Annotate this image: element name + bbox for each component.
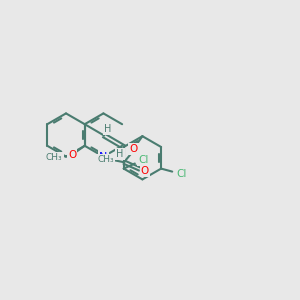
Text: Cl: Cl [139, 155, 149, 165]
Text: N: N [99, 152, 108, 162]
Text: H: H [104, 124, 112, 134]
Text: CH₃: CH₃ [46, 153, 62, 162]
Text: CH₃: CH₃ [98, 155, 114, 164]
Text: O: O [68, 150, 76, 160]
Text: H: H [116, 148, 124, 159]
Text: Cl: Cl [176, 169, 186, 179]
Text: O: O [141, 166, 149, 176]
Text: O: O [129, 144, 137, 154]
